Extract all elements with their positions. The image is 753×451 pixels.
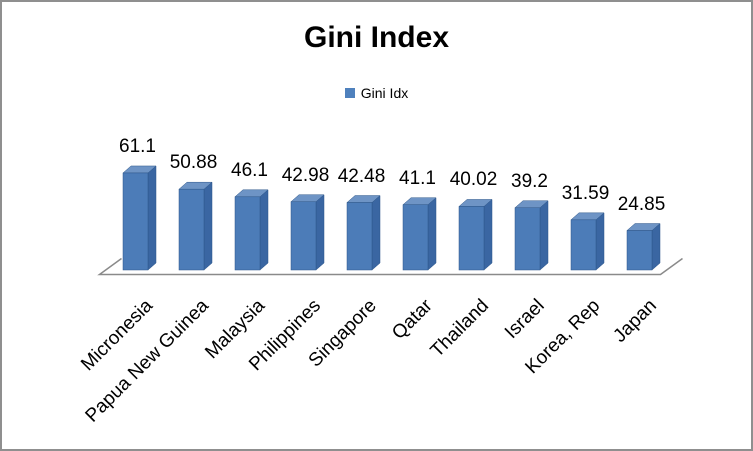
bar-qatar (402, 197, 437, 271)
chart-title: Gini Index (303, 21, 450, 54)
value-label-qatar: 41.1 (399, 167, 436, 189)
value-label-papua-new-guinea: 50.88 (169, 152, 218, 174)
value-label-malaysia: 46.1 (231, 159, 268, 181)
value-label-thailand: 40.02 (449, 169, 498, 191)
category-label-thailand: Thailand (426, 295, 493, 362)
bar-malaysia (234, 189, 269, 271)
category-label-japan: Japan (609, 295, 661, 347)
bar-papua-new-guinea (178, 181, 213, 271)
legend-label: Gini Idx (360, 85, 409, 101)
category-label-israel: Israel (500, 295, 549, 344)
bar-thailand (458, 198, 493, 271)
legend-marker-icon (344, 88, 355, 98)
floor-axis-line (97, 257, 683, 276)
bar-japan (626, 222, 661, 271)
legend: Gini Idx (2, 85, 751, 101)
bar-singapore (346, 194, 381, 271)
bar-israel (514, 200, 549, 271)
bar-micronesia (122, 165, 157, 271)
value-label-korea-rep: 31.59 (561, 182, 610, 204)
bar-philippines (290, 194, 325, 271)
category-label-qatar: Qatar (388, 295, 437, 344)
value-label-japan: 24.85 (617, 193, 666, 215)
value-label-micronesia: 61.1 (119, 135, 156, 157)
value-label-philippines: 42.98 (281, 164, 330, 186)
bar-korea-rep (570, 212, 605, 271)
value-label-singapore: 42.48 (337, 165, 386, 187)
value-label-israel: 39.2 (511, 170, 548, 192)
